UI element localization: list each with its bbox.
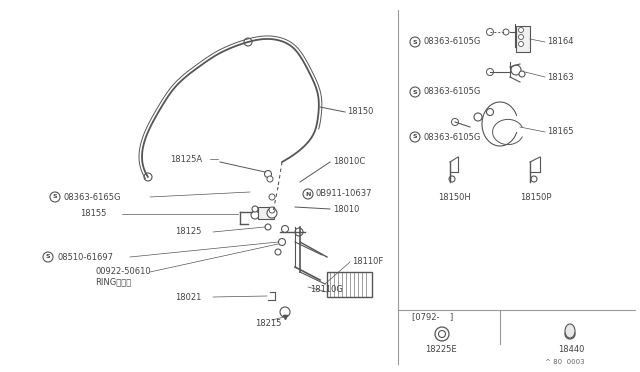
Bar: [327, 272, 372, 297]
Text: 0B911-10637: 0B911-10637: [316, 189, 372, 199]
Circle shape: [280, 307, 290, 317]
Circle shape: [438, 330, 445, 337]
Ellipse shape: [565, 324, 575, 338]
Text: 18010: 18010: [333, 205, 360, 214]
Text: 18010C: 18010C: [333, 157, 365, 167]
Text: RINGリング: RINGリング: [95, 278, 131, 286]
Circle shape: [486, 68, 493, 76]
Text: 18163: 18163: [547, 73, 573, 81]
Bar: [258, 207, 274, 219]
Text: 00922-50610: 00922-50610: [95, 267, 150, 276]
Text: 18440: 18440: [558, 346, 584, 355]
Circle shape: [451, 119, 458, 125]
Text: N: N: [305, 192, 310, 196]
Circle shape: [264, 170, 271, 177]
Circle shape: [303, 189, 313, 199]
Text: 18110G: 18110G: [310, 285, 343, 295]
Text: 08363-6105G: 08363-6105G: [424, 132, 481, 141]
Circle shape: [244, 38, 252, 46]
Circle shape: [410, 132, 420, 142]
Text: 18164: 18164: [547, 38, 573, 46]
Circle shape: [503, 29, 509, 35]
Text: 18021: 18021: [175, 292, 202, 301]
Text: 18225E: 18225E: [425, 346, 456, 355]
Text: 18150P: 18150P: [520, 192, 552, 202]
Circle shape: [269, 207, 275, 213]
Circle shape: [410, 37, 420, 47]
Text: S: S: [413, 90, 417, 94]
Text: 18125: 18125: [175, 228, 202, 237]
Text: 18155: 18155: [80, 209, 106, 218]
Circle shape: [43, 252, 53, 262]
Circle shape: [531, 176, 537, 182]
Circle shape: [144, 173, 152, 181]
Circle shape: [410, 87, 420, 97]
Text: S: S: [45, 254, 51, 260]
Circle shape: [518, 35, 524, 39]
Text: S: S: [52, 195, 58, 199]
Circle shape: [486, 29, 493, 35]
Circle shape: [519, 71, 525, 77]
Bar: [516, 26, 530, 52]
Circle shape: [265, 224, 271, 230]
Circle shape: [565, 329, 575, 339]
Circle shape: [269, 194, 275, 200]
Circle shape: [295, 228, 303, 236]
Circle shape: [518, 28, 524, 32]
Circle shape: [251, 211, 259, 219]
Circle shape: [518, 42, 524, 46]
Text: S: S: [413, 39, 417, 45]
Circle shape: [252, 206, 258, 212]
Text: 18110F: 18110F: [352, 257, 383, 266]
Circle shape: [282, 225, 289, 232]
Circle shape: [278, 238, 285, 246]
Text: 08363-6105G: 08363-6105G: [424, 87, 481, 96]
Text: 08510-61697: 08510-61697: [57, 253, 113, 262]
Circle shape: [267, 176, 273, 182]
Circle shape: [486, 109, 493, 115]
Circle shape: [474, 113, 482, 121]
Circle shape: [50, 192, 60, 202]
Circle shape: [435, 327, 449, 341]
Text: 18165: 18165: [547, 128, 573, 137]
Circle shape: [275, 249, 281, 255]
Text: 18150H: 18150H: [438, 192, 471, 202]
Circle shape: [267, 208, 277, 218]
Text: 18150: 18150: [347, 108, 373, 116]
Text: [0792-    ]: [0792- ]: [412, 312, 453, 321]
Text: ^ 80  0003: ^ 80 0003: [545, 359, 584, 365]
Text: S: S: [413, 135, 417, 140]
Text: 08363-6105G: 08363-6105G: [424, 38, 481, 46]
Text: 18125A: 18125A: [170, 154, 202, 164]
Circle shape: [449, 176, 455, 182]
Circle shape: [511, 65, 521, 75]
Text: 18215: 18215: [255, 320, 282, 328]
Text: 08363-6165G: 08363-6165G: [63, 192, 120, 202]
